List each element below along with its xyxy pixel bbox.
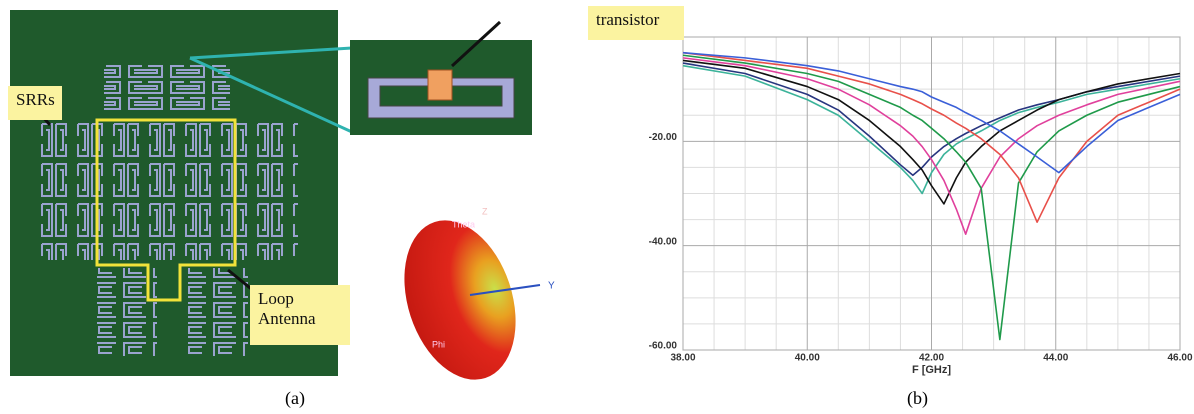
y-tick-label: -60.00	[649, 341, 678, 352]
y-tick-label: -40.00	[649, 236, 678, 247]
label-loop-antenna: Loop Antenna	[250, 285, 350, 345]
series-line	[682, 51, 1181, 223]
transistor	[427, 69, 453, 101]
srr-array	[188, 268, 248, 356]
inset-srr	[367, 77, 515, 119]
x-axis-label: F [GHz]	[912, 364, 951, 376]
x-tick-label: 42.00	[919, 353, 944, 364]
srr-array	[104, 62, 230, 110]
series-line	[682, 64, 1181, 195]
label-transistor: transistor	[588, 6, 684, 40]
zoom-line	[189, 46, 353, 134]
axis-label: Y	[548, 281, 555, 292]
caption: (a)	[285, 388, 305, 408]
series-line	[682, 51, 1181, 174]
series-line	[682, 54, 1181, 341]
axis-label: Theta	[452, 219, 475, 229]
y-tick-label: -20.00	[649, 132, 678, 143]
label-srrs: SRRs	[8, 86, 62, 120]
arrow	[450, 20, 502, 68]
caption: (b)	[907, 388, 928, 408]
x-tick-label: 38.00	[670, 353, 695, 364]
axis-label: Z	[482, 206, 488, 216]
x-tick-label: 44.00	[1043, 353, 1068, 364]
series-line	[682, 59, 1181, 205]
series-line	[682, 57, 1181, 235]
x-tick-label: 40.00	[795, 353, 820, 364]
x-tick-label: 46.00	[1167, 353, 1192, 364]
srr-array	[38, 122, 298, 260]
radiation-pattern	[404, 220, 516, 380]
axis-label: Phi	[432, 339, 445, 349]
loop-antenna	[95, 118, 237, 302]
axis-arrow	[469, 284, 541, 296]
panel-a-diagram: Y Z Theta Phi	[10, 10, 555, 380]
